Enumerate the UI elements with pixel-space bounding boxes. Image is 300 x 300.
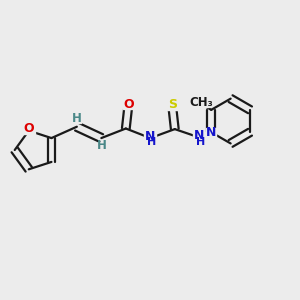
- Text: H: H: [72, 112, 82, 125]
- Text: N: N: [145, 130, 155, 143]
- Bar: [73, 115, 81, 123]
- Text: O: O: [23, 122, 34, 135]
- Bar: [123, 100, 134, 109]
- Text: N: N: [194, 129, 205, 142]
- Bar: [167, 101, 178, 110]
- Bar: [193, 132, 205, 142]
- Bar: [193, 98, 209, 107]
- Bar: [98, 142, 105, 149]
- Bar: [23, 125, 35, 134]
- Text: H: H: [147, 137, 156, 147]
- Text: S: S: [168, 98, 177, 111]
- Bar: [144, 133, 156, 143]
- Text: N: N: [206, 126, 216, 139]
- Text: O: O: [123, 98, 134, 110]
- Text: H: H: [96, 139, 106, 152]
- Text: CH₃: CH₃: [189, 96, 213, 109]
- Bar: [206, 128, 217, 137]
- Text: H: H: [196, 136, 206, 147]
